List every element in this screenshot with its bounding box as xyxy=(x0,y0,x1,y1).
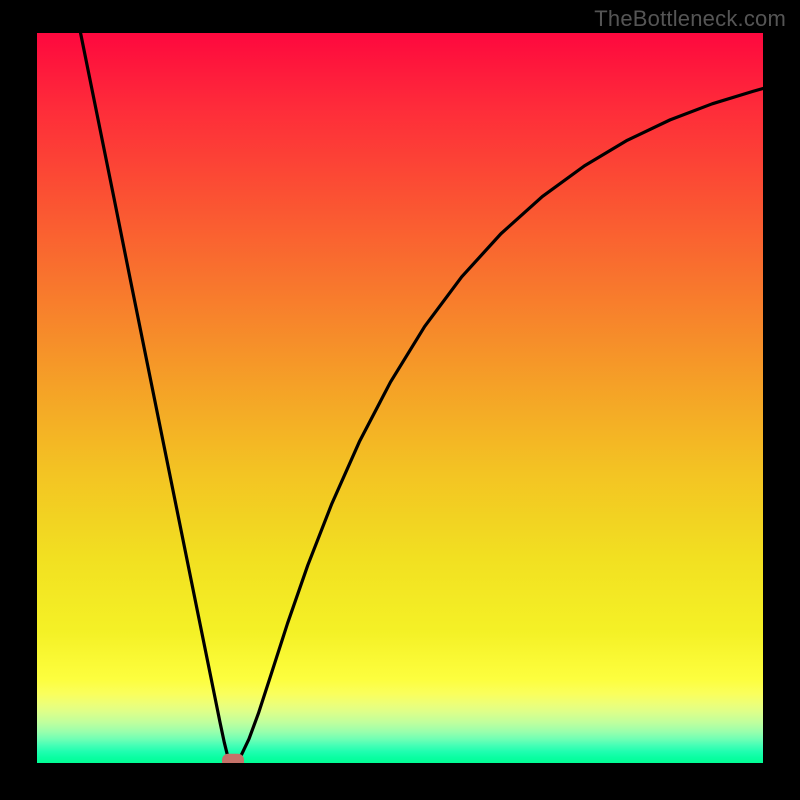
chart-area xyxy=(37,33,763,763)
watermark-text: TheBottleneck.com xyxy=(594,6,786,32)
min-marker xyxy=(222,754,244,763)
chart-svg xyxy=(37,33,763,763)
gradient-background xyxy=(37,33,763,763)
